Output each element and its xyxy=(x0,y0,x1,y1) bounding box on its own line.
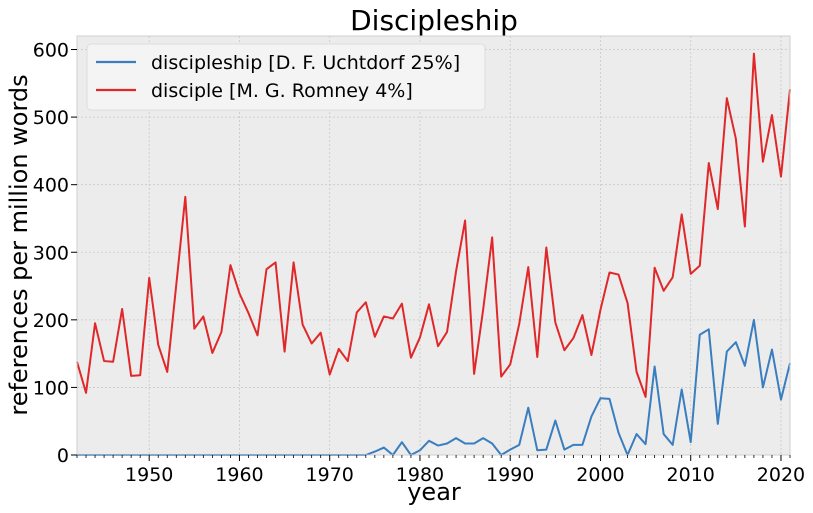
y-tick-label: 0 xyxy=(57,445,69,467)
x-axis-label: year xyxy=(407,478,461,506)
y-tick-label: 600 xyxy=(33,40,69,62)
x-tick-label: 1970 xyxy=(306,464,354,486)
y-axis-label: references per million words xyxy=(5,74,33,415)
y-tick-label: 200 xyxy=(33,310,69,332)
plot-frame xyxy=(76,35,791,456)
x-tick-label: 1990 xyxy=(486,464,534,486)
y-tick-label: 500 xyxy=(33,107,69,129)
x-tick-label: 2020 xyxy=(757,464,805,486)
series-line-1 xyxy=(76,52,791,398)
y-ticks: 0 100 200 300 400 500 600 xyxy=(33,40,77,467)
x-tick-label: 1960 xyxy=(215,464,263,486)
x-tick-label: 1980 xyxy=(396,464,444,486)
legend: discipleship [D. F. Uchtdorf 25%] discipl… xyxy=(86,43,486,111)
y-tick-label: 300 xyxy=(33,242,69,264)
x-tick-label: 2000 xyxy=(576,464,624,486)
legend-label: disciple [M. G. Romney 4%] xyxy=(151,80,413,102)
legend-box xyxy=(86,43,486,111)
x-ticks: 1950 1960 1970 1980 1990 2000 2010 2020 xyxy=(76,455,805,486)
x-tick-label: 1950 xyxy=(125,464,173,486)
x-tick-label: 2010 xyxy=(667,464,715,486)
y-tick-label: 400 xyxy=(33,175,69,197)
chart-title: Discipleship xyxy=(350,4,518,37)
legend-label: discipleship [D. F. Uchtdorf 25%] xyxy=(151,52,460,74)
y-tick-label: 100 xyxy=(33,377,69,399)
